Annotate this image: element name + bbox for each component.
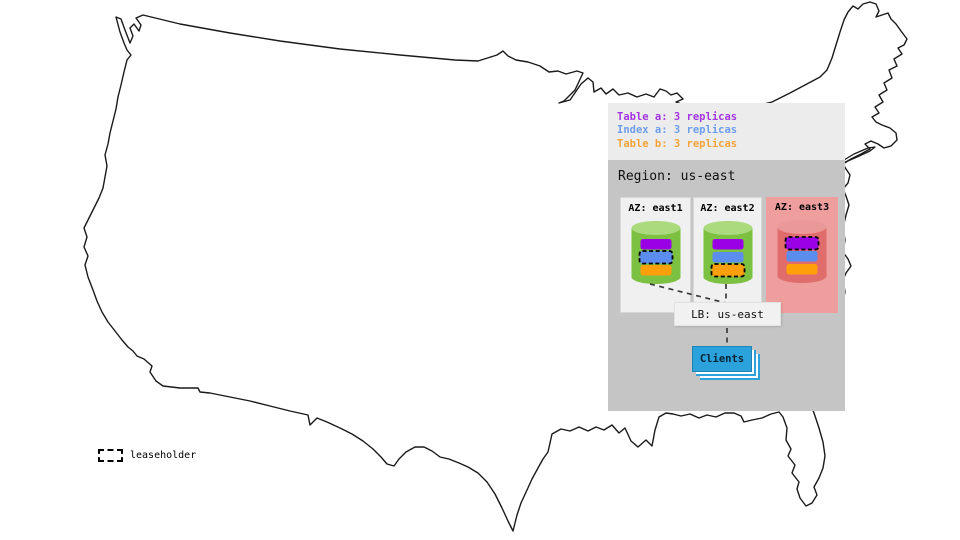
clients-label: Clients [699,353,745,365]
legend-item-table-a: Table a: 3 replicas [617,111,738,123]
az-east1: AZ: east1 [620,197,691,313]
az-east3-label: AZ: east3 [774,202,830,213]
az-east1-label: AZ: east1 [628,203,683,214]
replica-legend: Table a: 3 replicas Index a: 3 replicas … [608,103,845,160]
database-cylinder-east2 [703,221,752,284]
region-label: Region: us-east [618,169,736,184]
leaseholder-key-label: leaseholder [130,450,197,461]
clients-stack: Clients [692,346,752,372]
legend-item-index-a: Index a: 3 replicas [617,124,738,137]
az-east3: AZ: east3 [766,197,838,313]
az-east2: AZ: east2 [693,197,762,313]
leaseholder-swatch-icon [98,449,123,462]
legend-item-table-b: Table b: 3 replicas [617,137,738,150]
database-cylinder-east3 [777,220,827,283]
leaseholder-key: leaseholder [98,449,196,462]
load-balancer: LB: us-east [674,302,781,326]
database-cylinder-east1 [631,221,680,284]
load-balancer-label: LB: us-east [691,307,764,321]
az-east2-label: AZ: east2 [700,203,755,214]
